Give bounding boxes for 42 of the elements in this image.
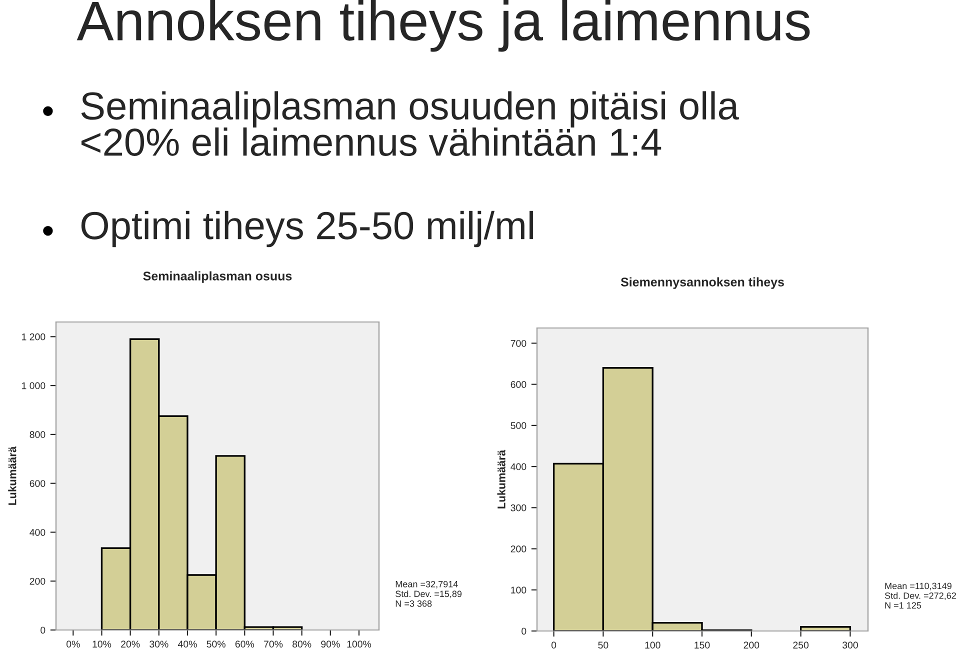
x-tick-label: 60% — [235, 640, 254, 648]
x-tick-label: 20% — [121, 640, 140, 648]
y-tick-label: 600 — [30, 480, 46, 487]
y-tick-label: 600 — [510, 381, 526, 388]
text: Annoksen tiheys ja laimennus — [76, 0, 810, 52]
y-tick-label: 700 — [510, 340, 526, 347]
text: Mean =110,3149 Std. Dev. =272,62 N =1 125 — [884, 582, 956, 609]
x-tick-label: 70% — [264, 640, 283, 648]
x-tick-label: 150 — [694, 642, 710, 649]
x-tick-label: 10% — [92, 640, 112, 648]
text: Mean =32,7914 Std. Dev. =15,89 N =3 368 — [396, 580, 462, 607]
x-tick-label: 250 — [793, 642, 809, 649]
x-tick-label: 30% — [150, 640, 168, 648]
chart-title: Siemennysannoksen tiheys — [620, 277, 784, 289]
text: Seminaaliplasman osuuden pitäisi olla <20% eli laimennus vähintään 1:4 — [81, 91, 739, 156]
y-tick-label: 500 — [510, 422, 526, 430]
x-tick-label: 200 — [744, 642, 760, 649]
text: Optimi tiheys 25-50 milj/ml — [81, 210, 533, 248]
y-tick-label: 0 — [40, 626, 46, 634]
x-tick-label: 100 — [645, 642, 660, 649]
y-tick-label: 0 — [522, 628, 526, 635]
y-tick-label: 100 — [511, 586, 526, 594]
y-tick-label: 400 — [510, 463, 526, 470]
x-tick-label: 50% — [206, 640, 226, 648]
y-tick-label: 800 — [30, 431, 46, 438]
x-tick-label: 0% — [66, 640, 80, 648]
y-tick-label: 1 200 — [22, 333, 46, 340]
y-tick-label: 200 — [510, 546, 526, 552]
y-tick-label: 1 000 — [22, 382, 46, 390]
x-tick-label: 100% — [347, 640, 372, 648]
x-tick-label: 40% — [178, 640, 197, 648]
x-tick-label: 300 — [842, 642, 858, 649]
y-tick-label: 300 — [510, 504, 526, 512]
y-tick-label: 400 — [30, 528, 46, 536]
y-axis-title: Lukumäärä — [8, 446, 16, 505]
y-tick-label: 200 — [30, 578, 46, 585]
x-tick-label: 80% — [292, 640, 312, 648]
x-tick-label: 50 — [598, 642, 608, 649]
x-tick-label: 90% — [321, 640, 340, 648]
y-axis-title: Lukumäärä — [497, 450, 506, 508]
x-tick-label: 0 — [551, 642, 556, 649]
chart-title: Seminaaliplasman osuus — [143, 271, 292, 283]
